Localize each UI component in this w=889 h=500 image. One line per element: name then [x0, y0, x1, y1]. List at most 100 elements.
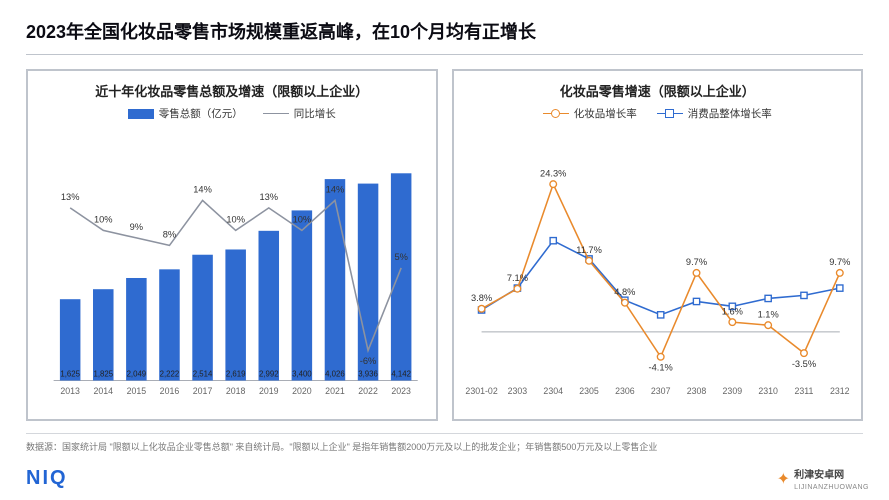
legend-b-label: 消费品整体增长率 [688, 106, 772, 121]
left-chart-svg: 1,6251,8252,0492,2222,5142,6192,9923,400… [36, 125, 428, 405]
series-a-marker [549, 181, 556, 188]
svg-text:2311: 2311 [794, 386, 813, 396]
legend-line: 同比增长 [263, 106, 336, 121]
legend-a-label: 化妆品增长率 [574, 106, 637, 121]
svg-text:2021: 2021 [325, 386, 345, 396]
series-a-marker [514, 285, 521, 292]
svg-text:8%: 8% [163, 230, 176, 240]
svg-text:-6%: -6% [360, 356, 377, 366]
series-a-line [481, 184, 839, 357]
legend-series-b: 消费品整体增长率 [657, 106, 772, 121]
svg-text:2013: 2013 [60, 386, 80, 396]
svg-text:-3.5%: -3.5% [791, 359, 815, 369]
svg-text:2019: 2019 [259, 386, 279, 396]
brand-right: ✦ 利津安卓网 LIJINANZHUOWANG [777, 466, 869, 492]
series-a-marker [585, 257, 592, 264]
legend-series-a: 化妆品增长率 [543, 106, 637, 121]
series-b-marker [550, 238, 556, 244]
svg-text:11.7%: 11.7% [576, 245, 602, 255]
bar [325, 179, 346, 380]
bar [259, 231, 280, 381]
svg-text:2312: 2312 [830, 386, 850, 396]
legend-line-label: 同比增长 [294, 106, 336, 121]
svg-text:13%: 13% [259, 192, 278, 202]
brand-right-text: 利津安卓网 [794, 470, 844, 481]
right-chart-title: 化妆品零售增速（限额以上企业） [462, 81, 854, 100]
svg-text:2,514: 2,514 [193, 370, 213, 379]
svg-text:2308: 2308 [686, 386, 706, 396]
bar [292, 210, 313, 380]
svg-text:2306: 2306 [615, 386, 635, 396]
bar [93, 289, 114, 380]
series-a-marker [657, 353, 664, 360]
right-legend: 化妆品增长率 消费品整体增长率 [462, 106, 854, 121]
bar [225, 249, 246, 380]
brand-right-sub: LIJINANZHUOWANG [794, 484, 869, 491]
right-chart-svg: 3.8%7.1%24.3%11.7%4.8%-4.1%9.7%1.6%1.1%-… [462, 125, 854, 405]
series-b-marker [693, 298, 699, 304]
svg-text:24.3%: 24.3% [540, 168, 566, 178]
left-panel: 近十年化妆品零售总额及增速（限额以上企业） 零售总额（亿元） 同比增长 1,62… [26, 69, 438, 421]
svg-text:2017: 2017 [193, 386, 213, 396]
svg-text:2303: 2303 [507, 386, 527, 396]
svg-text:9.7%: 9.7% [829, 257, 850, 267]
svg-text:10%: 10% [293, 215, 312, 225]
legend-b-swatch [657, 113, 683, 114]
svg-text:3,936: 3,936 [358, 370, 378, 379]
svg-text:4,026: 4,026 [325, 370, 345, 379]
svg-text:10%: 10% [226, 215, 245, 225]
legend-bar: 零售总额（亿元） [128, 106, 243, 121]
svg-text:4,142: 4,142 [391, 370, 411, 379]
svg-text:2020: 2020 [292, 386, 312, 396]
series-a-marker [764, 322, 771, 329]
right-panel: 化妆品零售增速（限额以上企业） 化妆品增长率 消费品整体增长率 3.8% 7.1%… [452, 69, 864, 421]
svg-text:2,992: 2,992 [259, 370, 279, 379]
bar [192, 255, 213, 381]
svg-text:2016: 2016 [160, 386, 180, 396]
svg-text:3.8%: 3.8% [470, 293, 491, 303]
svg-text:2310: 2310 [758, 386, 778, 396]
series-b-line [481, 241, 839, 315]
right-chart-area: 3.8%7.1%24.3%11.7%4.8%-4.1%9.7%1.6%1.1%-… [462, 125, 854, 405]
svg-text:2014: 2014 [93, 386, 113, 396]
svg-text:2023: 2023 [391, 386, 411, 396]
svg-text:13%: 13% [61, 192, 80, 202]
svg-text:2301-02: 2301-02 [465, 386, 497, 396]
series-b-marker [657, 312, 663, 318]
svg-text:10%: 10% [94, 215, 113, 225]
series-a-marker [836, 270, 843, 277]
legend-bar-label: 零售总额（亿元） [159, 106, 243, 121]
svg-text:9%: 9% [130, 222, 143, 232]
svg-text:4.8%: 4.8% [614, 287, 635, 297]
bar [391, 173, 412, 380]
svg-text:3,400: 3,400 [292, 370, 312, 379]
series-a-marker [729, 319, 736, 326]
svg-text:2015: 2015 [127, 386, 147, 396]
svg-text:2,049: 2,049 [127, 370, 147, 379]
svg-text:14%: 14% [326, 185, 345, 195]
series-a-marker [621, 299, 628, 306]
charts-row: 近十年化妆品零售总额及增速（限额以上企业） 零售总额（亿元） 同比增长 1,62… [26, 69, 863, 421]
svg-text:2309: 2309 [722, 386, 742, 396]
slide: 2023年全国化妆品零售市场规模重返高峰，在10个月均有正增长 近十年化妆品零售… [0, 0, 889, 500]
series-b-marker [800, 292, 806, 298]
left-chart-area: 1,6251,8252,0492,2222,5142,6192,9923,400… [36, 125, 428, 405]
svg-text:5%: 5% [394, 252, 407, 262]
bar [126, 278, 147, 381]
svg-text:2307: 2307 [650, 386, 670, 396]
series-a-marker [800, 350, 807, 357]
series-a-marker [478, 305, 485, 312]
legend-a-swatch [543, 113, 569, 114]
left-legend: 零售总额（亿元） 同比增长 [36, 106, 428, 121]
legend-line-swatch [263, 113, 289, 114]
left-chart-title: 近十年化妆品零售总额及增速（限额以上企业） [36, 81, 428, 100]
data-source-note: 数据源：国家统计局 "限额以上化妆品企业零售总额" 来自统计局。"限额以上企业"… [26, 433, 863, 453]
slide-title: 2023年全国化妆品零售市场规模重返高峰，在10个月均有正增长 [26, 18, 863, 55]
series-b-marker [765, 295, 771, 301]
svg-text:2304: 2304 [543, 386, 563, 396]
svg-text:7.1%: 7.1% [506, 273, 527, 283]
brand-logo: NIQ [26, 467, 68, 490]
svg-text:-4.1%: -4.1% [648, 362, 672, 372]
svg-text:9.7%: 9.7% [685, 257, 706, 267]
star-icon: ✦ [777, 469, 790, 489]
